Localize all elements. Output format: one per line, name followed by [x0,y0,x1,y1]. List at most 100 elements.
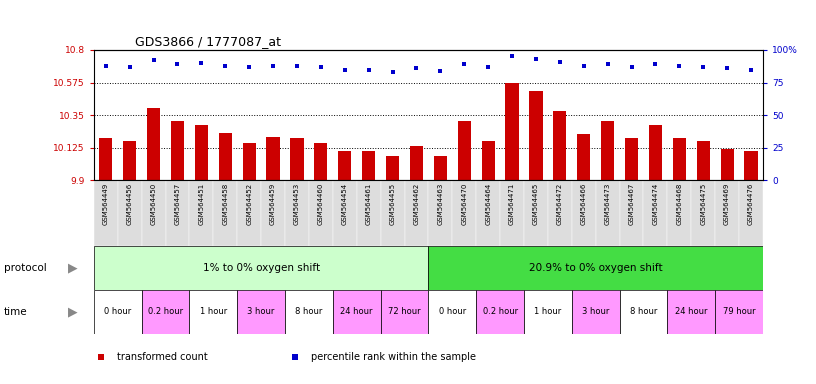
Bar [721,149,734,180]
Bar [267,137,280,180]
Text: GSM564470: GSM564470 [461,182,468,225]
Bar [667,180,691,246]
Text: time: time [4,307,28,317]
Bar [452,180,477,246]
Bar [219,132,232,180]
Text: 0 hour: 0 hour [439,308,466,316]
Bar [577,134,590,180]
Text: GSM564452: GSM564452 [246,182,252,225]
Bar [94,246,428,290]
Bar [596,180,619,246]
Bar [744,151,757,180]
Bar [619,180,644,246]
Text: GSM564461: GSM564461 [366,182,371,225]
Bar [189,290,237,334]
Bar [715,290,763,334]
Text: 3 hour: 3 hour [582,308,610,316]
Text: 20.9% to 0% oxygen shift: 20.9% to 0% oxygen shift [529,263,663,273]
Text: GSM564474: GSM564474 [653,182,659,225]
Bar [405,180,428,246]
Text: GSM564453: GSM564453 [294,182,300,225]
Text: 3 hour: 3 hour [247,308,275,316]
Bar [171,121,184,180]
Bar [428,246,763,290]
Bar [100,138,113,180]
Text: GSM564451: GSM564451 [198,182,204,225]
Text: 24 hour: 24 hour [675,308,707,316]
Text: protocol: protocol [4,263,47,273]
Bar [290,138,304,180]
Bar [338,151,352,180]
Bar [477,180,500,246]
Bar [333,290,380,334]
Bar [691,180,715,246]
Bar [242,143,255,180]
Bar [672,138,686,180]
Bar [697,141,710,180]
Text: GSM564471: GSM564471 [509,182,515,225]
Text: 24 hour: 24 hour [340,308,373,316]
Bar [505,83,519,180]
Text: percentile rank within the sample: percentile rank within the sample [311,351,477,362]
Text: ▶: ▶ [68,262,78,274]
Bar [548,180,572,246]
Bar [380,290,428,334]
Text: 72 hour: 72 hour [388,308,421,316]
Bar [386,156,399,180]
Text: GSM564473: GSM564473 [605,182,610,225]
Text: GSM564454: GSM564454 [342,182,348,225]
Bar [314,143,327,180]
Text: GSM564457: GSM564457 [175,182,180,225]
Bar [285,180,309,246]
Text: 79 hour: 79 hour [723,308,756,316]
Bar [309,180,333,246]
Text: 1 hour: 1 hour [534,308,561,316]
Text: GSM564468: GSM564468 [676,182,682,225]
Bar [644,180,667,246]
Bar [261,180,285,246]
Bar [601,121,614,180]
Bar [142,290,189,334]
Bar [625,138,638,180]
Text: GSM564459: GSM564459 [270,182,276,225]
Bar [285,290,333,334]
Text: 1% to 0% oxygen shift: 1% to 0% oxygen shift [202,263,320,273]
Text: GSM564476: GSM564476 [748,182,754,225]
Text: GSM564458: GSM564458 [222,182,228,225]
Text: 0.2 hour: 0.2 hour [482,308,517,316]
Text: 0 hour: 0 hour [104,308,131,316]
Bar [94,290,142,334]
Text: GSM564464: GSM564464 [486,182,491,225]
Bar [428,180,452,246]
Bar [380,180,405,246]
Bar [357,180,380,246]
Bar [213,180,237,246]
Bar [189,180,213,246]
Bar [649,125,662,180]
Bar [572,180,596,246]
Bar [428,290,477,334]
Text: 1 hour: 1 hour [200,308,227,316]
Text: GSM564460: GSM564460 [318,182,324,225]
Text: ▶: ▶ [68,306,78,318]
Bar [458,121,471,180]
Text: 0.2 hour: 0.2 hour [148,308,183,316]
Bar [715,180,739,246]
Text: GSM564475: GSM564475 [700,182,706,225]
Bar [94,180,118,246]
Text: 8 hour: 8 hour [295,308,322,316]
Bar [572,290,619,334]
Text: GSM564456: GSM564456 [126,182,133,225]
Bar [237,290,285,334]
Text: GSM564450: GSM564450 [151,182,157,225]
Bar [142,180,166,246]
Bar [237,180,261,246]
Bar [524,290,572,334]
Bar [477,290,524,334]
Bar [553,111,566,180]
Text: GSM564465: GSM564465 [533,182,539,225]
Text: GSM564449: GSM564449 [103,182,109,225]
Text: GSM564469: GSM564469 [724,182,730,225]
Bar [147,108,160,180]
Text: transformed count: transformed count [118,351,208,362]
